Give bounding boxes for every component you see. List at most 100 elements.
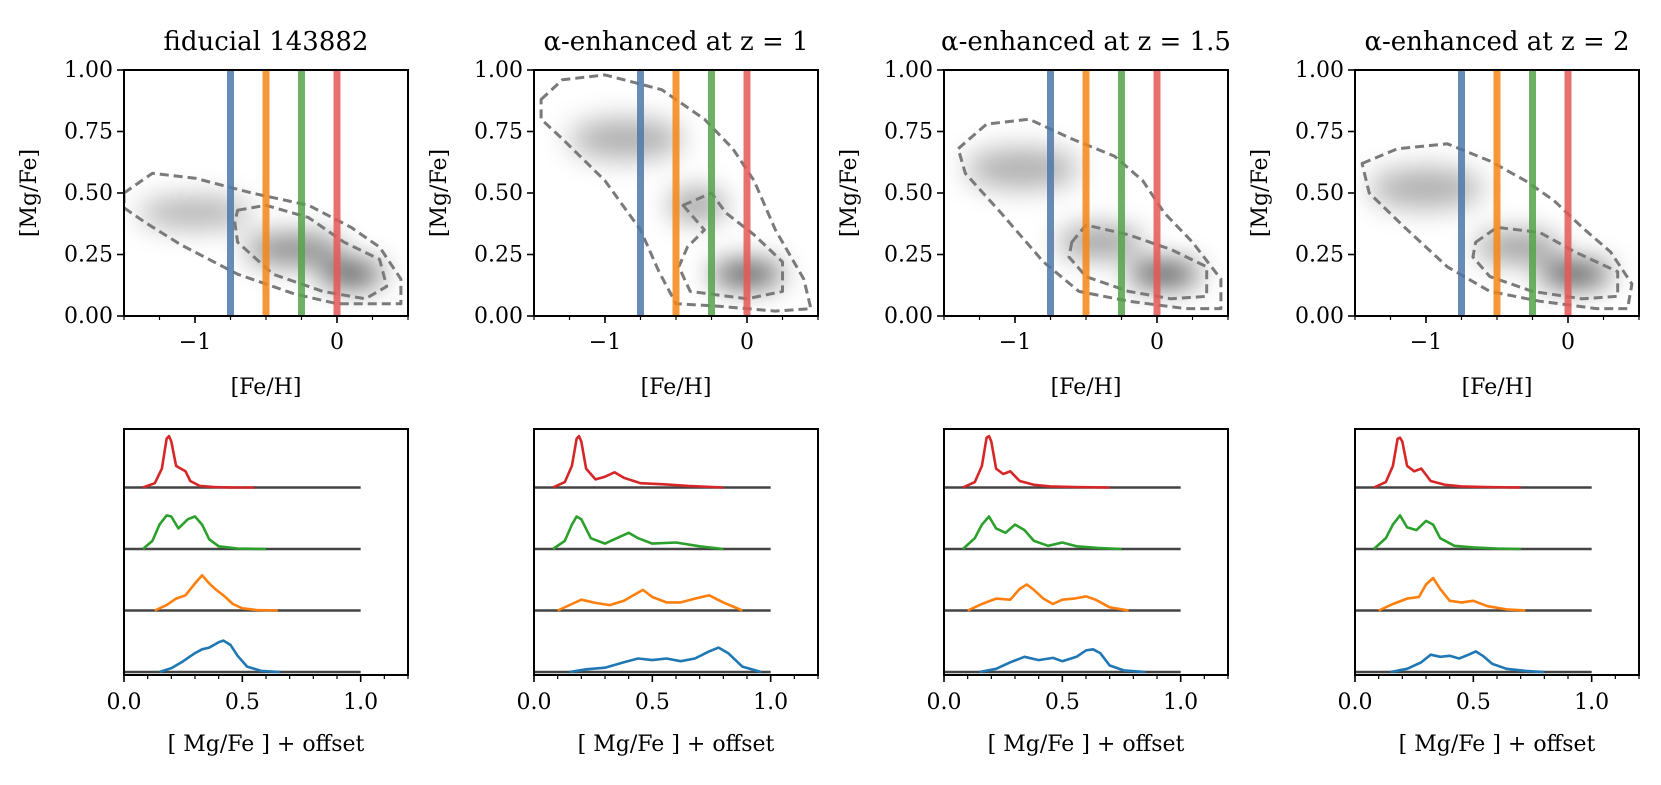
axes-frame (1354, 428, 1640, 676)
x-axis-label: [ Mg/Fe ] + offset (578, 732, 775, 757)
contour-outer (956, 117, 1223, 311)
kde-curve: [Fe/H] = 0 (962, 434, 1110, 489)
x-tick-label: 0 (1561, 330, 1575, 355)
x-axis-label: [Fe/H] (641, 375, 712, 400)
y-axis-label: [Mg/Fe] (427, 149, 452, 237)
x-axis-label: [ Mg/Fe ] + offset (168, 732, 365, 757)
x-tick-label: 0 (330, 330, 344, 355)
y-tick-label: 0.00 (474, 304, 523, 329)
y-axis-label: [Mg/Fe] (17, 149, 42, 237)
panel-4: 0.00 0.25 0.50 0.75 1.00 −1 0 α-enhanced at z =… (1248, 27, 1640, 757)
scatter-density-panel: 0.00 0.25 0.50 0.75 1.00 −1 0 α-enhanced at z =… (1248, 27, 1640, 400)
contour-outer (1360, 142, 1634, 311)
y-tick-label: 1.00 (884, 58, 933, 83)
contour-outer (539, 73, 813, 313)
kde-curve: [Fe/H] = -0.25 (552, 515, 724, 551)
x-tick-label: −1 (999, 330, 1031, 355)
x-tick-label: 1.0 (753, 690, 788, 715)
y-tick-label: 0.75 (1295, 120, 1344, 145)
x-tick-label: 0.0 (1338, 690, 1373, 715)
y-axis-label: [Mg/Fe] (837, 149, 862, 237)
density-blob (1128, 264, 1200, 285)
y-tick-label: 0.75 (474, 120, 523, 145)
scatter-density-panel: 0.00 0.25 0.50 0.75 1.00 −1 0 fiducial 143882 [F… (17, 27, 409, 400)
density-blob (319, 264, 383, 285)
kde-curve: [Fe/H] = 0 (1373, 436, 1521, 489)
kde-panel: [Fe/H] = 0 [Fe/H] = -0.25 [Fe/H] = -0.5 [Fe… (927, 428, 1229, 757)
y-tick-label: 0.50 (1295, 181, 1344, 206)
kde-curve: [Fe/H] = -0.75 (1390, 650, 1545, 674)
x-tick-label: 0 (740, 330, 754, 355)
y-tick-label: 0.25 (474, 243, 523, 268)
kde-panel: [Fe/H] = 0 [Fe/H] = -0.25 [Fe/H] = -0.5 [Fe… (517, 428, 819, 757)
density-blob (1369, 168, 1483, 208)
density-blob (1539, 264, 1611, 285)
y-tick-label: 1.00 (64, 58, 113, 83)
panel-3: 0.00 0.25 0.50 0.75 1.00 −1 0 α-enhanced at z =… (837, 27, 1231, 757)
kde-curve: [Fe/H] = -0.5 (557, 588, 743, 612)
density-blob (569, 119, 684, 159)
x-tick-label: 1.0 (1574, 690, 1609, 715)
panel-title: α-enhanced at z = 2 (1364, 27, 1629, 57)
x-tick-label: −1 (179, 330, 211, 355)
panel-title: α-enhanced at z = 1.5 (941, 27, 1231, 57)
x-axis-label: [Fe/H] (1462, 375, 1533, 400)
x-tick-label: 0 (1150, 330, 1164, 355)
kde-curve: [Fe/H] = -0.25 (142, 514, 267, 551)
density-blob (138, 197, 252, 228)
x-tick-label: 1.0 (1163, 690, 1198, 715)
x-tick-label: 0.5 (635, 690, 670, 715)
axes-frame (943, 428, 1229, 676)
x-axis-label: [ Mg/Fe ] + offset (1399, 732, 1596, 757)
kde-curve: [Fe/H] = -0.25 (962, 515, 1122, 551)
y-tick-label: 0.00 (1295, 304, 1344, 329)
y-tick-label: 0.25 (64, 243, 113, 268)
x-tick-label: 0.0 (107, 690, 142, 715)
kde-curve: [Fe/H] = -0.5 (154, 573, 278, 612)
kde-curve: [Fe/H] = 0 (552, 434, 724, 489)
scatter-density-panel: 0.00 0.25 0.50 0.75 1.00 −1 0 α-enhanced at z =… (427, 27, 819, 400)
density-blob (965, 148, 1079, 189)
scatter-density-panel: 0.00 0.25 0.50 0.75 1.00 −1 0 α-enhanced at z =… (837, 27, 1231, 400)
panel-title: α-enhanced at z = 1 (543, 27, 808, 57)
y-tick-label: 0.25 (884, 243, 933, 268)
panel-1: 0.00 0.25 0.50 0.75 1.00 −1 0 fiducial 143882 [F… (17, 27, 409, 757)
kde-panel: [Fe/H] = 0 [Fe/H] = -0.25 [Fe/H] = -0.5 [Fe… (1338, 428, 1640, 757)
kde-curve: [Fe/H] = -0.75 (159, 639, 281, 674)
x-tick-label: 0.5 (1045, 690, 1080, 715)
y-tick-label: 1.00 (1295, 58, 1344, 83)
kde-curve: [Fe/H] = -0.75 (569, 646, 762, 674)
panel-title: fiducial 143882 (164, 27, 369, 57)
x-tick-label: 1.0 (343, 690, 378, 715)
y-tick-label: 1.00 (474, 58, 523, 83)
panel-2: 0.00 0.25 0.50 0.75 1.00 −1 0 α-enhanced at z =… (427, 27, 819, 757)
y-tick-label: 0.25 (1295, 243, 1344, 268)
kde-curve: [Fe/H] = -0.25 (1373, 514, 1521, 551)
x-tick-label: 0.5 (225, 690, 260, 715)
kde-curve: [Fe/H] = -0.5 (1378, 576, 1526, 612)
contour-inner (1067, 223, 1209, 301)
x-tick-label: 0.0 (927, 690, 962, 715)
y-axis-label: [Mg/Fe] (1248, 149, 1273, 237)
axes-frame (123, 428, 409, 676)
kde-panel: [Fe/H] = 0 [Fe/H] = -0.25 [Fe/H] = -0.5 [Fe… (107, 428, 409, 757)
kde-curve: [Fe/H] = -0.75 (979, 647, 1146, 674)
y-tick-label: 0.00 (884, 304, 933, 329)
y-tick-label: 0.50 (474, 181, 523, 206)
x-tick-label: −1 (589, 330, 621, 355)
y-tick-label: 0.75 (884, 120, 933, 145)
contour-inner (233, 203, 389, 301)
y-tick-label: 0.50 (64, 181, 113, 206)
x-tick-label: −1 (1410, 330, 1442, 355)
x-axis-label: [ Mg/Fe ] + offset (988, 732, 1185, 757)
y-tick-label: 0.75 (64, 120, 113, 145)
kde-curve: [Fe/H] = 0 (142, 434, 255, 489)
y-tick-label: 0.00 (64, 304, 113, 329)
x-tick-label: 0.0 (517, 690, 552, 715)
x-axis-label: [Fe/H] (231, 375, 302, 400)
x-tick-label: 0.5 (1456, 690, 1491, 715)
axes-frame (533, 428, 819, 676)
kde-curve: [Fe/H] = -0.5 (967, 583, 1129, 612)
density-map (965, 148, 1200, 285)
